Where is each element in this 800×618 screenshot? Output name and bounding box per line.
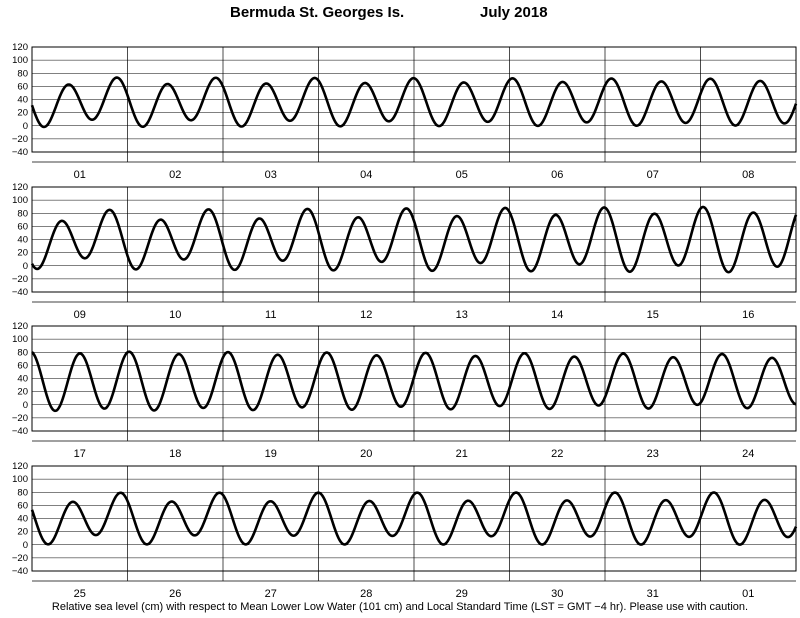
day-label: 08: [742, 169, 754, 181]
day-label: 29: [456, 588, 468, 600]
y-tick-label: 0: [23, 261, 28, 272]
y-tick-label: 20: [17, 527, 28, 538]
tide-curve: [30, 491, 798, 546]
day-label: 15: [647, 309, 659, 321]
day-label: 17: [74, 448, 86, 460]
tide-panel: −40 −20 0 20 40 60 80 100 120 09 10 11 12 13 14 15 16: [12, 182, 798, 321]
panel-frame: [31, 465, 797, 572]
y-tick-label: 0: [23, 121, 28, 132]
tide-curve: [30, 76, 798, 129]
y-tick-label: 0: [23, 400, 28, 411]
day-label: 10: [169, 309, 181, 321]
y-tick-label: 60: [17, 81, 28, 92]
tide-panel: −40 −20 0 20 40 60 80 100 120 17 18 19 20 21 22 23 24: [12, 321, 797, 460]
day-label: 13: [456, 309, 468, 321]
day-label: 05: [456, 169, 468, 181]
y-tick-label: −20: [12, 553, 28, 564]
y-tick-label: 0: [23, 540, 28, 551]
tide-curve: [30, 205, 798, 274]
day-label: 12: [360, 309, 372, 321]
day-label: 01: [742, 588, 754, 600]
day-label: 22: [551, 448, 563, 460]
day-label: 24: [742, 448, 754, 460]
day-label: 19: [265, 448, 277, 460]
y-tick-label: 120: [12, 321, 28, 332]
y-tick-label: −40: [12, 566, 28, 577]
y-tick-label: 20: [17, 108, 28, 119]
month-year: July 2018: [480, 4, 548, 21]
tide-panel: −40 −20 0 20 40 60 80 100 120 25 26 27 28 29 30 31 01: [12, 461, 798, 600]
y-tick-label: 20: [17, 248, 28, 259]
day-label: 03: [265, 169, 277, 181]
day-label: 25: [74, 588, 86, 600]
y-tick-label: 80: [17, 208, 28, 219]
y-tick-label: 60: [17, 500, 28, 511]
day-label: 04: [360, 169, 372, 181]
y-tick-label: −20: [12, 134, 28, 145]
panel-frame: [31, 186, 797, 293]
panel-frame: [31, 325, 797, 432]
y-tick-label: 80: [17, 68, 28, 79]
day-label: 23: [647, 448, 659, 460]
y-tick-label: 100: [12, 195, 28, 206]
y-tick-label: −20: [12, 413, 28, 424]
y-tick-label: −40: [12, 147, 28, 158]
y-tick-label: 40: [17, 514, 28, 525]
panel-frame: [31, 46, 797, 153]
day-label: 14: [551, 309, 563, 321]
chart-caption: Relative sea level (cm) with respect to …: [51, 601, 749, 613]
y-tick-label: 40: [17, 235, 28, 246]
day-label: 06: [551, 169, 563, 181]
y-tick-label: −20: [12, 274, 28, 285]
day-label: 18: [169, 448, 181, 460]
day-label: 01: [74, 169, 86, 181]
y-tick-label: −40: [12, 287, 28, 298]
day-label: 27: [265, 588, 277, 600]
y-tick-label: 120: [12, 182, 28, 193]
y-tick-label: 60: [17, 221, 28, 232]
day-label: 28: [360, 588, 372, 600]
y-tick-label: 120: [12, 42, 28, 53]
y-tick-label: −40: [12, 426, 28, 437]
tide-curve: [31, 350, 797, 413]
y-tick-label: 80: [17, 347, 28, 358]
day-label: 16: [742, 309, 754, 321]
tide-panel: −40 −20 0 20 40 60 80 100 120 01 02 03 04 05 06 07 08: [12, 42, 798, 181]
y-tick-label: 80: [17, 487, 28, 498]
y-tick-label: 120: [12, 461, 28, 472]
y-tick-label: 20: [17, 387, 28, 398]
y-tick-label: 100: [12, 55, 28, 66]
day-label: 02: [169, 169, 181, 181]
y-tick-label: 40: [17, 374, 28, 385]
y-tick-label: 100: [12, 334, 28, 345]
y-tick-label: 40: [17, 95, 28, 106]
day-label: 21: [456, 448, 468, 460]
day-label: 26: [169, 588, 181, 600]
y-tick-label: 100: [12, 474, 28, 485]
day-label: 31: [647, 588, 659, 600]
chart-title: Bermuda St. Georges Is. July 2018: [0, 4, 800, 28]
station-name: Bermuda St. Georges Is.: [230, 4, 405, 21]
y-tick-label: 60: [17, 360, 28, 371]
day-label: 11: [265, 309, 276, 321]
day-label: 20: [360, 448, 372, 460]
day-label: 30: [551, 588, 563, 600]
day-label: 09: [74, 309, 86, 321]
day-label: 07: [647, 169, 659, 181]
